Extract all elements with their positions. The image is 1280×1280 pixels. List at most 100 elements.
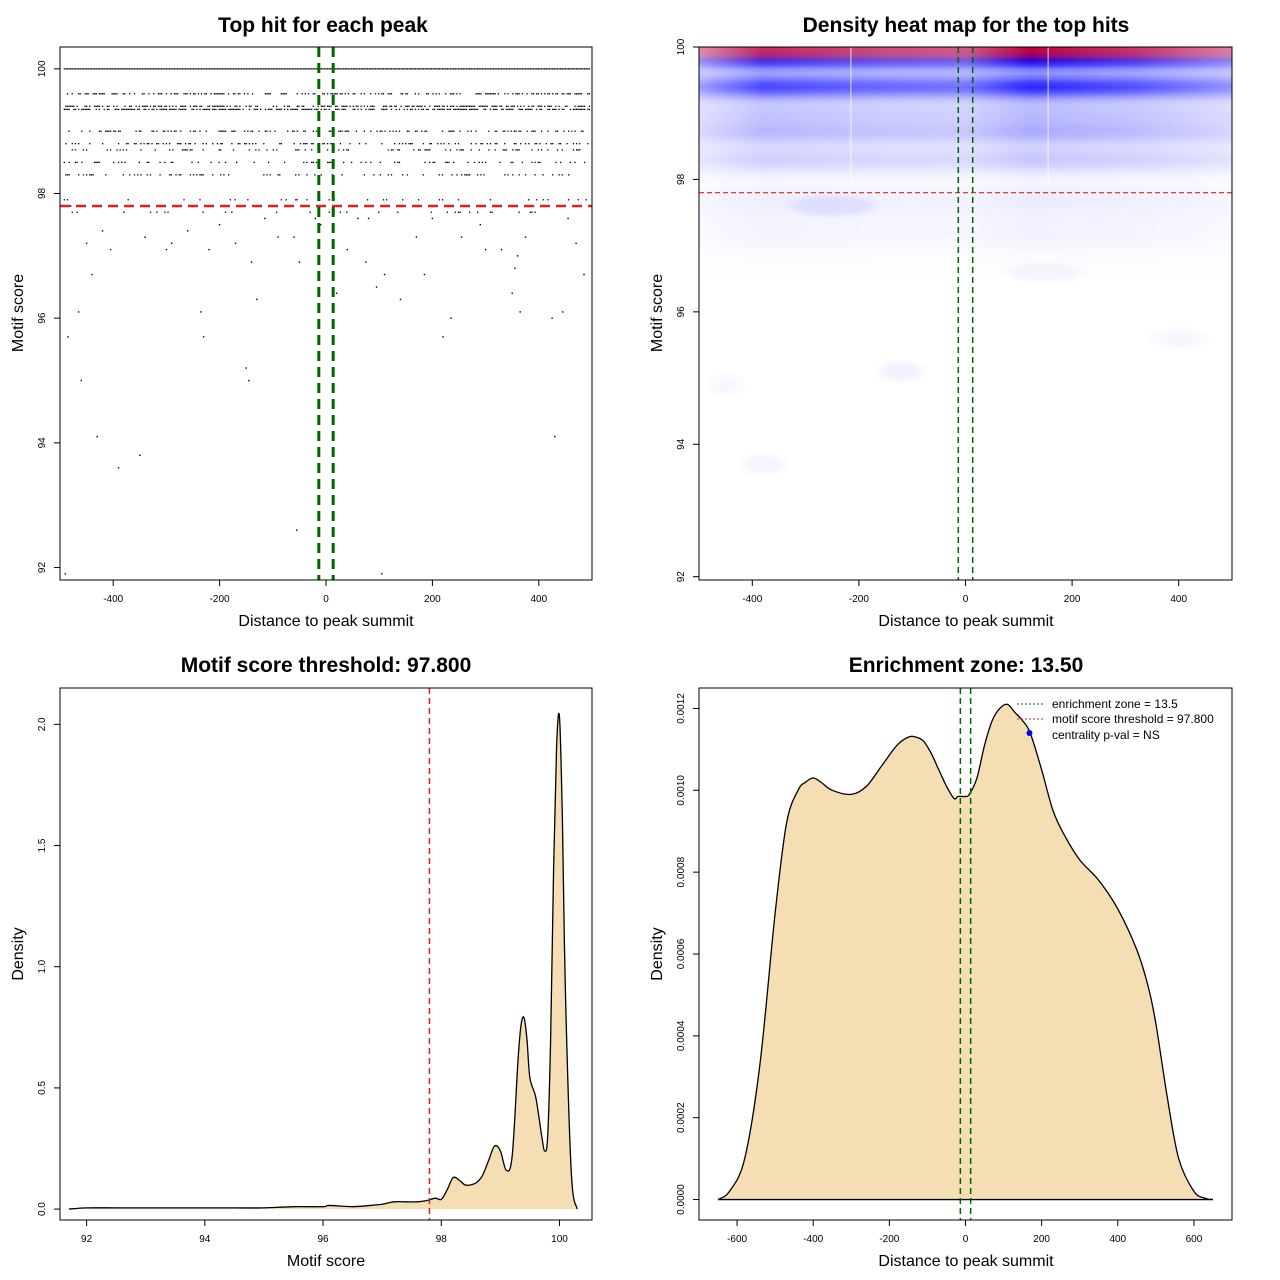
scatter-point xyxy=(567,217,569,220)
scatter-point xyxy=(475,143,477,145)
scatter-point xyxy=(465,68,468,70)
scatter-point xyxy=(290,108,292,111)
scatter-point xyxy=(140,174,142,176)
scatter-point xyxy=(95,68,97,70)
scatter-point xyxy=(390,149,393,151)
scatter-point xyxy=(264,93,267,95)
scatter-point xyxy=(89,105,91,107)
scatter-point xyxy=(341,108,343,111)
panel1-xlabel: Distance to peak summit xyxy=(238,613,414,630)
scatter-point xyxy=(346,68,348,70)
scatter-point xyxy=(138,130,140,132)
scatter-point xyxy=(204,93,206,95)
scatter-point xyxy=(127,68,129,70)
scatter-point xyxy=(378,93,380,95)
scatter-point xyxy=(465,105,468,107)
scatter-point xyxy=(445,68,447,70)
scatter-point xyxy=(545,143,547,145)
scatter-point xyxy=(414,93,417,95)
scatter-point xyxy=(191,149,193,151)
scatter-point xyxy=(341,130,343,132)
scatter-point xyxy=(457,211,460,213)
scatter-point xyxy=(82,68,85,70)
scatter-point xyxy=(251,130,254,132)
scatter-point xyxy=(548,93,551,95)
heatmap-blob xyxy=(741,454,785,475)
scatter-point xyxy=(180,143,182,145)
scatter-point xyxy=(159,105,161,107)
scatter-point xyxy=(547,68,549,70)
scatter-point xyxy=(398,161,401,164)
scatter-point xyxy=(145,108,147,111)
scatter-point xyxy=(68,161,70,164)
scatter-point xyxy=(379,130,381,132)
scatter-point xyxy=(192,68,195,70)
scatter-point xyxy=(467,130,469,132)
scatter-point xyxy=(500,108,503,111)
scatter-point xyxy=(334,68,337,70)
scatter-point xyxy=(124,161,126,164)
scatter-point xyxy=(82,174,85,176)
scatter-point xyxy=(488,93,490,95)
scatter-point xyxy=(534,161,536,164)
panel4-ytick-label: 0.0008 xyxy=(676,856,687,887)
scatter-point xyxy=(218,130,220,132)
scatter-point xyxy=(496,105,498,107)
scatter-point xyxy=(267,108,270,111)
scatter-point xyxy=(264,130,267,132)
scatter-point xyxy=(456,108,458,111)
scatter-point xyxy=(129,105,131,107)
scatter-point xyxy=(86,174,88,176)
scatter-point xyxy=(325,68,327,70)
scatter-point xyxy=(409,108,412,111)
scatter-point xyxy=(588,105,591,107)
scatter-point xyxy=(113,105,115,107)
scatter-point xyxy=(293,130,295,132)
scatter-point xyxy=(394,105,396,107)
panel4-x-axis: -600 -400 -200 0 200 400 600 xyxy=(727,1220,1203,1245)
scatter-point xyxy=(144,236,146,238)
scatter-point xyxy=(283,161,286,164)
scatter-point xyxy=(253,108,255,111)
scatter-point xyxy=(575,143,578,145)
scatter-point xyxy=(168,143,171,145)
scatter-point xyxy=(326,105,329,107)
density-area xyxy=(718,704,1213,1200)
scatter-point xyxy=(355,68,358,70)
scatter-point xyxy=(512,105,514,107)
scatter-point xyxy=(403,68,405,70)
scatter-point xyxy=(135,68,137,70)
scatter-point xyxy=(171,242,173,245)
scatter-point xyxy=(419,68,421,70)
scatter-point xyxy=(117,467,120,469)
scatter-point xyxy=(499,161,501,164)
scatter-point xyxy=(363,130,366,132)
scatter-point xyxy=(234,242,237,245)
scatter-point xyxy=(563,93,565,95)
scatter-point xyxy=(416,68,418,70)
scatter-point xyxy=(558,105,560,107)
scatter-point xyxy=(109,68,112,70)
scatter-point xyxy=(352,108,354,111)
scatter-point xyxy=(547,93,549,95)
scatter-point xyxy=(492,68,495,70)
scatter-point xyxy=(505,108,508,111)
scatter-point xyxy=(389,105,391,107)
scatter-point xyxy=(121,108,123,111)
scatter-point xyxy=(322,143,324,145)
scatter-point xyxy=(202,108,204,111)
scatter-point xyxy=(489,108,492,111)
scatter-point xyxy=(117,68,120,70)
scatter-point xyxy=(339,130,342,132)
scatter-point xyxy=(95,105,97,107)
scatter-point xyxy=(572,68,575,70)
scatter-point xyxy=(189,93,192,95)
scatter-point xyxy=(469,68,471,70)
scatter-point xyxy=(449,130,452,132)
heatmap-blob xyxy=(789,195,875,216)
scatter-point xyxy=(161,93,163,95)
scatter-point xyxy=(125,149,128,151)
scatter-point xyxy=(98,93,101,95)
scatter-point xyxy=(425,108,428,111)
scatter-point xyxy=(400,105,402,107)
